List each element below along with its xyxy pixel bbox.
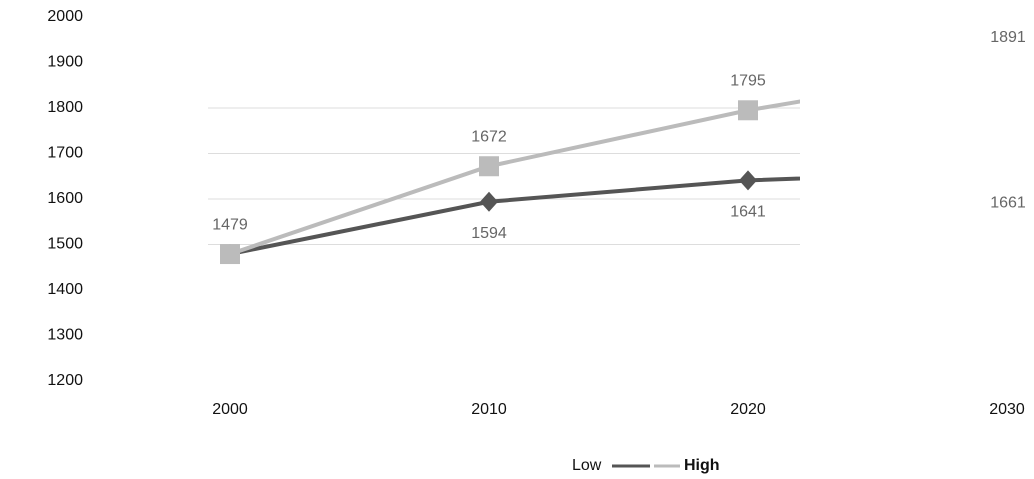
marker (479, 156, 499, 177)
data-label: 1672 (471, 128, 507, 145)
y-tick-label: 1800 (47, 99, 83, 116)
plot-area (220, 57, 1017, 265)
series-line (229, 176, 800, 257)
y-tick-label: 1200 (47, 372, 83, 389)
y-tick-label: 1300 (47, 327, 83, 344)
data-label: 1891 (990, 29, 1026, 46)
y-tick-label: 1900 (47, 54, 83, 71)
y-tick-label: 1400 (47, 281, 83, 298)
series-line (229, 99, 800, 256)
data-label: 1795 (730, 72, 766, 89)
data-label: 1661 (990, 194, 1026, 211)
marker (738, 100, 758, 121)
y-tick-label: 1700 (47, 145, 83, 162)
marker (997, 57, 1017, 77)
legend-label: Low (572, 457, 602, 474)
y-tick-label: 1500 (47, 236, 83, 253)
marker (998, 161, 1016, 181)
legend-label: High (684, 457, 720, 474)
x-tick-label: 2030 (989, 401, 1025, 418)
x-tick-label: 2000 (212, 401, 248, 418)
y-tick-label: 2000 (47, 8, 83, 25)
labels: 1200 1300 1400 1500 1600 1700 1800 1900 2000 2000… (47, 8, 1025, 474)
x-tick-label: 2020 (730, 401, 766, 418)
marker (220, 244, 240, 265)
data-label: 1641 (730, 204, 766, 221)
data-label: 1594 (471, 225, 507, 242)
marker (480, 191, 498, 212)
marker (739, 170, 757, 191)
x-tick-label: 2010 (471, 401, 507, 418)
y-tick-label: 1600 (47, 190, 83, 207)
data-label: 1479 (212, 216, 248, 233)
grid (208, 107, 800, 245)
